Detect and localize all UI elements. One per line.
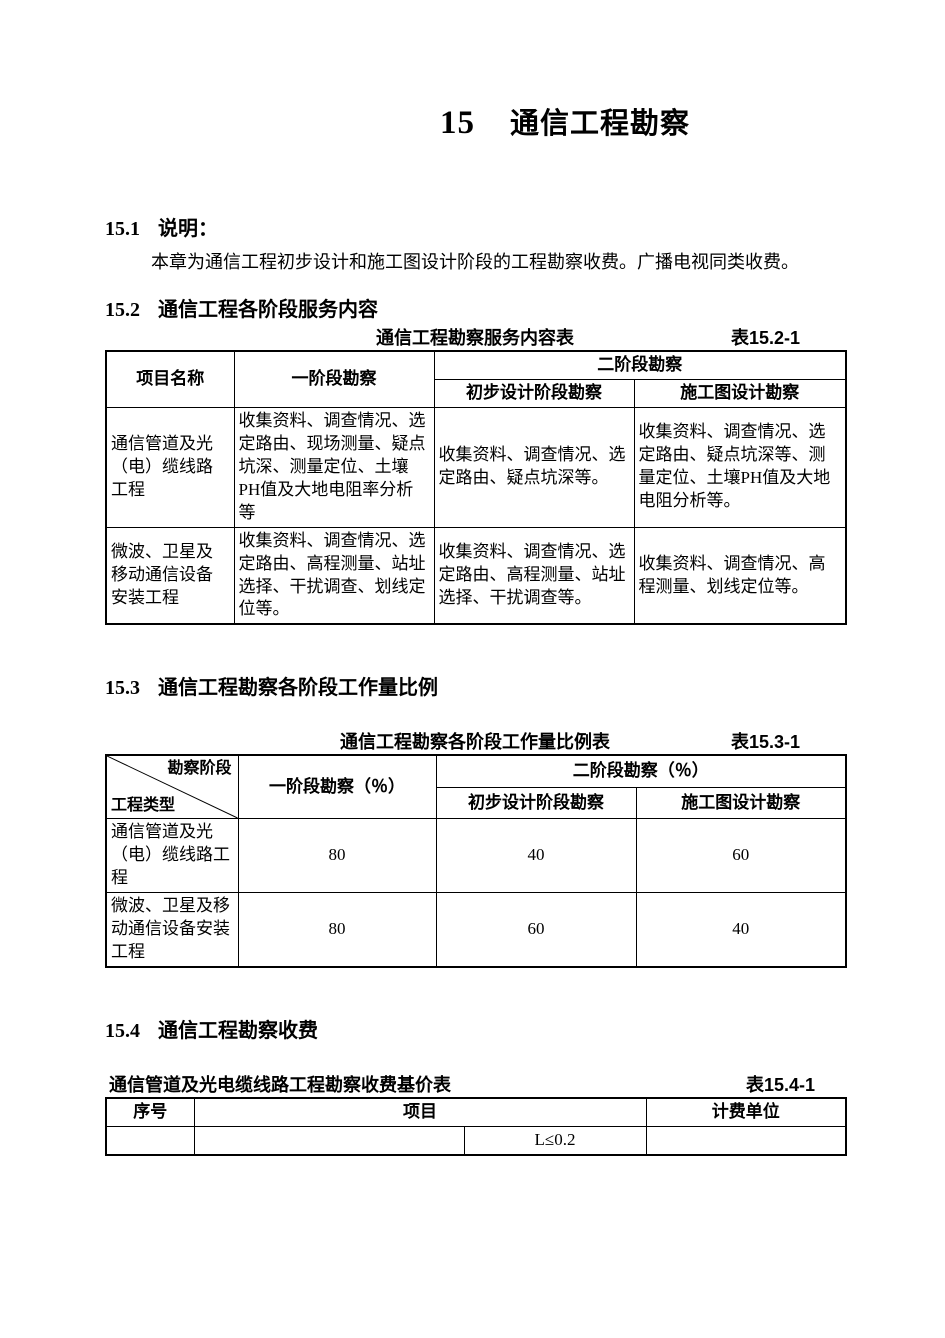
cell-v1: 80 (238, 819, 436, 893)
th-prelim-design: 初步设计阶段勘察 (434, 380, 634, 408)
cell-name: 微波、卫星及移动通信设备安装工程 (106, 893, 238, 967)
table-title: 通信管道及光电缆线路工程勘察收费基价表 (105, 1071, 451, 1097)
table-row: 通信管道及光（电）缆线路工程 80 40 60 (106, 819, 846, 893)
document-page: 15 通信工程勘察 15.1 说明： 本章为通信工程初步设计和施工图设计阶段的工程勘… (0, 0, 945, 1338)
cell-stage1: 收集资料、调查情况、选定路由、高程测量、站址选择、干扰调查、划线定位等。 (234, 527, 434, 624)
section-num: 15.4 (105, 1020, 140, 1042)
cell-stage2b: 收集资料、调查情况、选定路由、疑点坑深等、测量定位、土壤PH值及大地电阻分析等。 (634, 407, 846, 527)
cell-name: 通信管道及光（电）缆线路工程 (106, 407, 234, 527)
table-header-row: 项目名称 一阶段勘察 二阶段勘察 (106, 351, 846, 379)
table-row: 微波、卫星及移动通信设备安装工程 收集资料、调查情况、选定路由、高程测量、站址选… (106, 527, 846, 624)
cell-seq (106, 1126, 194, 1154)
cell-stage2a: 收集资料、调查情况、选定路由、疑点坑深等。 (434, 407, 634, 527)
table-row: L≤0.2 (106, 1126, 846, 1154)
cell-name: 通信管道及光（电）缆线路工程 (106, 819, 238, 893)
section-title: 说明： (158, 218, 218, 240)
th-prelim: 初步设计阶段勘察 (436, 787, 636, 818)
cell-v1: 80 (238, 893, 436, 967)
section-15-3-heading: 15.3 通信工程勘察各阶段工作量比例 (105, 671, 845, 700)
section-15-2-heading: 15.2 通信工程各阶段服务内容 (105, 293, 845, 322)
cell-v3: 40 (636, 893, 846, 967)
table-header-row: 勘察阶段 工程类型 一阶段勘察（％） 二阶段勘察（％） (106, 755, 846, 787)
cell-name: 微波、卫星及移动通信设备安装工程 (106, 527, 234, 624)
cell-item (194, 1126, 464, 1154)
section-num: 15.1 (105, 218, 140, 240)
table-15-3: 勘察阶段 工程类型 一阶段勘察（％） 二阶段勘察（％） 初步设计阶段勘察 施工图… (105, 754, 847, 968)
table-15-4: 序号 项目 计费单位 L≤0.2 (105, 1097, 847, 1156)
th-item: 项目 (194, 1098, 646, 1126)
table-15-4-title-row: 通信管道及光电缆线路工程勘察收费基价表 表15.4-1 (105, 1071, 845, 1097)
section-title: 通信工程勘察收费 (158, 1020, 318, 1042)
chapter-number: 15 (440, 105, 475, 141)
section-title: 通信工程各阶段服务内容 (158, 299, 378, 321)
th-stage2-group: 二阶段勘察 (434, 351, 846, 379)
section-num: 15.2 (105, 299, 140, 321)
th-construction-design: 施工图设计勘察 (634, 380, 846, 408)
diagonal-header: 勘察阶段 工程类型 (106, 755, 238, 819)
section-title: 通信工程勘察各阶段工作量比例 (158, 677, 438, 699)
section-15-4-heading: 15.4 通信工程勘察收费 (105, 1014, 845, 1043)
cell-v3: 60 (636, 819, 846, 893)
cell-v2: 60 (436, 893, 636, 967)
cell-unit (646, 1126, 846, 1154)
cell-stage2b: 收集资料、调查情况、高程测量、划线定位等。 (634, 527, 846, 624)
th-stage1: 一阶段勘察 (234, 351, 434, 407)
chapter-title-text: 通信工程勘察 (510, 108, 690, 140)
diag-upper: 勘察阶段 (167, 758, 231, 780)
table-15-3-title-row: 通信工程勘察各阶段工作量比例表 表15.3-1 (105, 728, 845, 754)
table-header-row: 序号 项目 计费单位 (106, 1098, 846, 1126)
th-unit: 计费单位 (646, 1098, 846, 1126)
th-stage2-pct-group: 二阶段勘察（％） (436, 755, 846, 787)
cell-v2: 40 (436, 819, 636, 893)
th-stage1-pct: 一阶段勘察（％） (238, 755, 436, 819)
section-15-1-heading: 15.1 说明： (105, 212, 845, 241)
table-row: 通信管道及光（电）缆线路工程 收集资料、调查情况、选定路由、现场测量、疑点坑深、… (106, 407, 846, 527)
cell-condition: L≤0.2 (464, 1126, 646, 1154)
section-num: 15.3 (105, 677, 140, 699)
th-construction: 施工图设计勘察 (636, 787, 846, 818)
table-row: 微波、卫星及移动通信设备安装工程 80 60 40 (106, 893, 846, 967)
th-seq: 序号 (106, 1098, 194, 1126)
cell-stage1: 收集资料、调查情况、选定路由、现场测量、疑点坑深、测量定位、土壤PH值及大地电阻… (234, 407, 434, 527)
table-15-2: 项目名称 一阶段勘察 二阶段勘察 初步设计阶段勘察 施工图设计勘察 通信管道及光… (105, 350, 847, 625)
section-15-1-paragraph: 本章为通信工程初步设计和施工图设计阶段的工程勘察收费。广播电视同类收费。 (105, 249, 845, 275)
table-15-2-title-row: 通信工程勘察服务内容表 表15.2-1 (105, 324, 845, 350)
table-number: 表15.3-1 (731, 728, 800, 754)
th-project-name: 项目名称 (106, 351, 234, 407)
chapter-title: 15 通信工程勘察 (105, 100, 845, 142)
diag-lower: 工程类型 (111, 795, 175, 817)
table-number: 表15.4-1 (746, 1071, 845, 1097)
table-number: 表15.2-1 (731, 324, 800, 350)
cell-stage2a: 收集资料、调查情况、选定路由、高程测量、站址选择、干扰调查等。 (434, 527, 634, 624)
